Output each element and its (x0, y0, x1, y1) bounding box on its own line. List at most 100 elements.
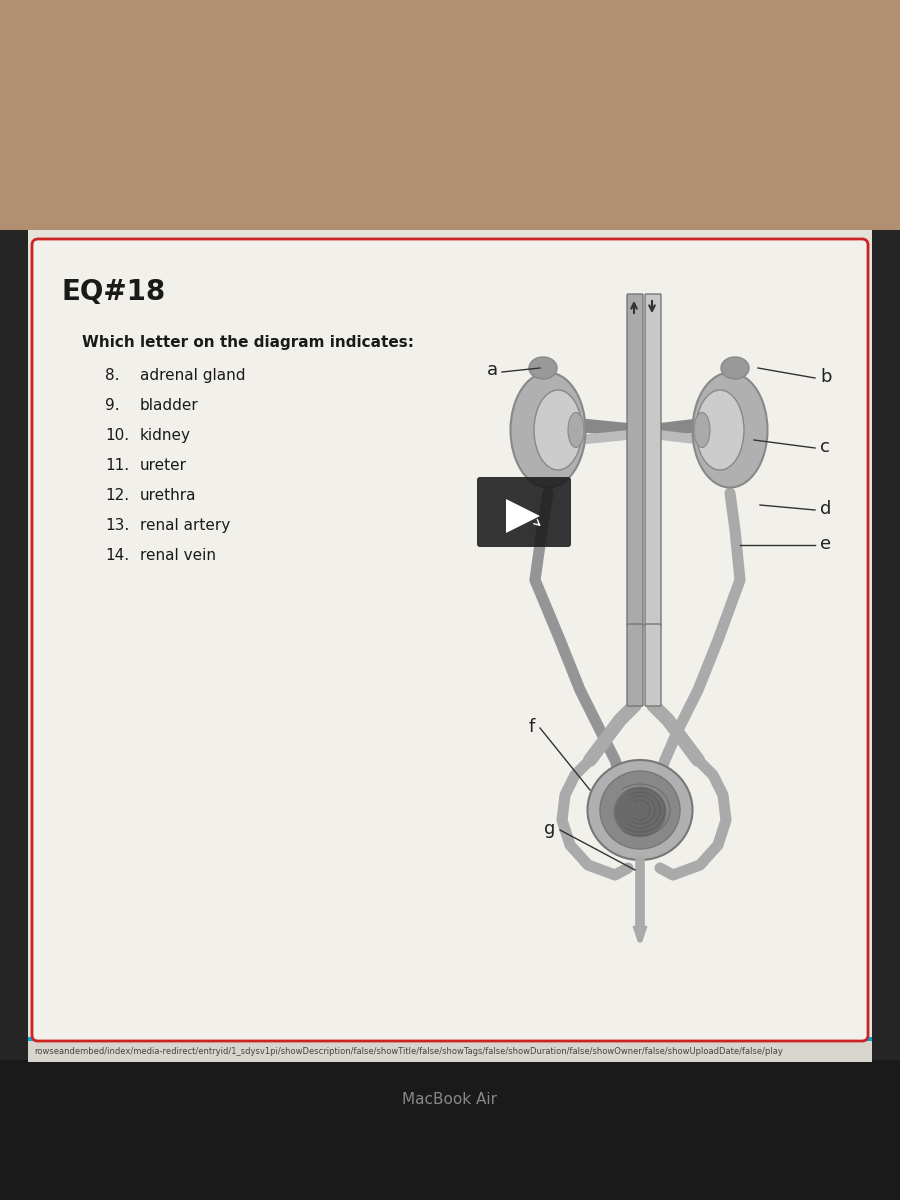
Ellipse shape (663, 210, 693, 222)
Ellipse shape (581, 119, 611, 131)
Ellipse shape (184, 174, 212, 188)
Ellipse shape (780, 155, 809, 169)
Ellipse shape (420, 46, 450, 58)
Ellipse shape (348, 154, 378, 166)
Ellipse shape (264, 260, 292, 274)
Ellipse shape (143, 262, 173, 275)
Ellipse shape (183, 188, 213, 202)
Ellipse shape (65, 265, 94, 278)
Ellipse shape (229, 13, 257, 26)
Ellipse shape (462, 12, 492, 24)
Ellipse shape (309, 230, 339, 242)
Ellipse shape (267, 28, 297, 41)
Ellipse shape (425, 32, 455, 44)
Text: 13.: 13. (105, 518, 130, 533)
Ellipse shape (667, 67, 697, 79)
Text: 9.: 9. (105, 398, 120, 413)
Ellipse shape (588, 0, 618, 5)
Ellipse shape (222, 29, 251, 43)
Ellipse shape (568, 413, 584, 448)
Ellipse shape (266, 49, 296, 61)
Ellipse shape (427, 11, 455, 23)
Ellipse shape (783, 82, 813, 95)
Ellipse shape (826, 191, 856, 203)
Ellipse shape (429, 208, 459, 221)
Ellipse shape (225, 227, 253, 242)
Ellipse shape (702, 101, 732, 114)
Ellipse shape (264, 103, 294, 115)
Ellipse shape (29, 29, 58, 41)
Ellipse shape (106, 67, 136, 80)
Ellipse shape (0, 155, 18, 167)
Ellipse shape (545, 62, 575, 76)
Ellipse shape (866, 103, 896, 115)
Ellipse shape (746, 48, 776, 60)
Ellipse shape (388, 262, 416, 277)
Ellipse shape (501, 28, 531, 41)
Ellipse shape (24, 0, 53, 10)
Ellipse shape (309, 246, 339, 258)
Ellipse shape (66, 13, 94, 26)
Ellipse shape (305, 138, 335, 150)
Ellipse shape (590, 101, 619, 114)
Ellipse shape (345, 82, 375, 95)
Ellipse shape (60, 82, 90, 95)
Ellipse shape (180, 264, 210, 277)
Ellipse shape (386, 102, 416, 115)
Text: MacBook Air: MacBook Air (402, 1092, 498, 1108)
Ellipse shape (303, 152, 333, 166)
Ellipse shape (147, 139, 177, 151)
Ellipse shape (428, 0, 458, 8)
Ellipse shape (186, 155, 216, 167)
Ellipse shape (786, 192, 815, 208)
Ellipse shape (268, 228, 298, 240)
Ellipse shape (508, 155, 538, 167)
Ellipse shape (582, 83, 612, 97)
Ellipse shape (384, 28, 413, 42)
Ellipse shape (306, 259, 335, 275)
Ellipse shape (869, 12, 898, 26)
Ellipse shape (302, 119, 332, 131)
Ellipse shape (24, 139, 54, 151)
Ellipse shape (144, 208, 174, 221)
Ellipse shape (662, 190, 692, 203)
Ellipse shape (0, 0, 9, 5)
FancyBboxPatch shape (28, 1037, 872, 1040)
Ellipse shape (305, 188, 335, 202)
Ellipse shape (503, 98, 533, 112)
Ellipse shape (587, 264, 617, 276)
Ellipse shape (384, 67, 414, 80)
Ellipse shape (865, 140, 895, 152)
Ellipse shape (342, 260, 372, 274)
Ellipse shape (508, 193, 537, 206)
Ellipse shape (260, 242, 290, 256)
Ellipse shape (826, 26, 855, 41)
Ellipse shape (184, 244, 213, 258)
Ellipse shape (540, 208, 570, 221)
Ellipse shape (142, 67, 172, 80)
FancyBboxPatch shape (0, 0, 900, 280)
Ellipse shape (620, 212, 650, 224)
Ellipse shape (145, 30, 175, 42)
Ellipse shape (786, 98, 815, 114)
Ellipse shape (228, 65, 256, 79)
Ellipse shape (585, 138, 615, 150)
Ellipse shape (346, 118, 374, 132)
Ellipse shape (662, 102, 692, 115)
Ellipse shape (825, 84, 855, 97)
Ellipse shape (426, 103, 456, 115)
Ellipse shape (864, 0, 893, 8)
Ellipse shape (230, 245, 258, 258)
Ellipse shape (502, 66, 532, 78)
Ellipse shape (29, 265, 59, 277)
Text: e: e (820, 535, 831, 553)
Ellipse shape (662, 118, 691, 131)
Ellipse shape (829, 154, 859, 167)
Ellipse shape (588, 174, 618, 186)
Text: adrenal gland: adrenal gland (140, 368, 246, 383)
Ellipse shape (546, 244, 575, 258)
Ellipse shape (69, 122, 99, 134)
Ellipse shape (349, 191, 379, 205)
Ellipse shape (189, 66, 219, 79)
Ellipse shape (143, 101, 173, 113)
